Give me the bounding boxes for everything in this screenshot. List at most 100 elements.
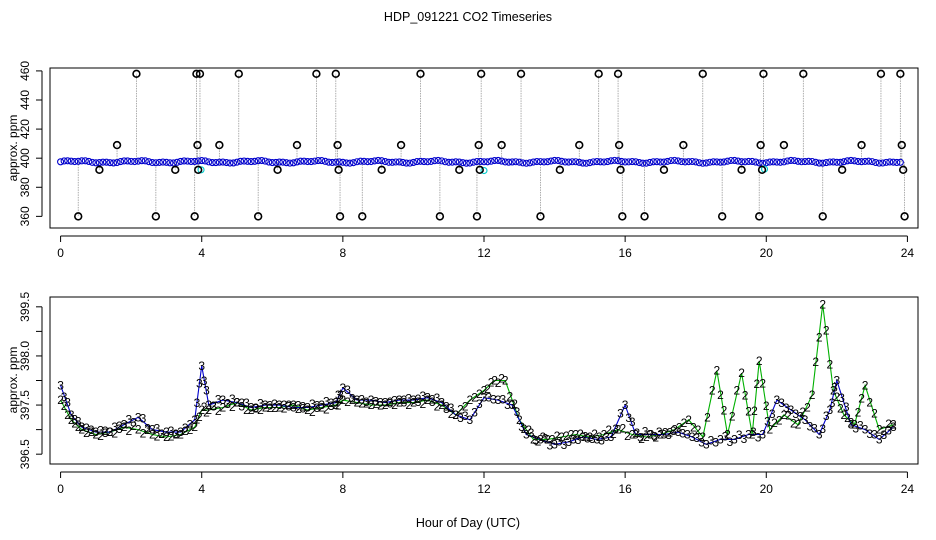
series-3-marker: 3	[547, 439, 554, 453]
baseline-point	[505, 158, 513, 166]
series-2-marker: 2	[401, 393, 408, 407]
series-2-marker: 2	[568, 428, 575, 442]
series-3-marker: 3	[144, 421, 151, 435]
baseline-point	[790, 157, 799, 165]
series-2-marker: 2	[354, 396, 361, 410]
series-2-marker: 2	[619, 421, 626, 435]
baseline-point	[646, 158, 654, 166]
outlier-point	[292, 140, 302, 150]
series-3-marker: 3	[579, 430, 586, 444]
series-2-marker: 2	[158, 427, 165, 441]
series-3-marker: 3	[57, 378, 64, 392]
baseline-point	[572, 158, 580, 166]
p1-x-tick-label: 0	[57, 246, 64, 260]
baseline-point	[265, 158, 273, 166]
series-3-marker: 3	[391, 393, 398, 407]
baseline-point	[755, 159, 763, 167]
series-3-marker: 3	[462, 409, 469, 423]
series-2-marker: 2	[690, 421, 697, 435]
series-2-marker: 2	[742, 389, 749, 403]
p2-y-tick-label: 398.0	[18, 341, 32, 371]
outlier-point	[358, 212, 367, 221]
series-3-marker: 3	[130, 416, 137, 430]
series-2-marker: 2	[116, 419, 123, 433]
series-3-marker: 3	[811, 422, 818, 436]
baseline-point	[540, 158, 548, 166]
series-2-marker: 2	[391, 398, 398, 412]
baseline-point	[829, 158, 837, 166]
top-panel-outlier-points	[74, 69, 909, 221]
series-3-marker: 3	[642, 425, 649, 439]
baseline-point	[469, 158, 477, 166]
baseline-point	[730, 156, 739, 165]
series-3-marker: 3	[276, 398, 283, 412]
series-3-marker: 3	[565, 435, 572, 449]
series-3-marker: 3	[203, 383, 210, 397]
baseline-point	[872, 158, 880, 167]
series-3-marker: 3	[778, 396, 785, 410]
baseline-point	[868, 158, 876, 166]
series-3-marker: 3	[689, 430, 696, 444]
series-2-marker: 2	[300, 399, 307, 413]
series-2-marker: 2	[563, 429, 570, 443]
bottom-panel-series-lines	[60, 304, 894, 445]
series-3-marker: 3	[745, 428, 752, 442]
series-3-marker: 3	[234, 396, 241, 410]
series-2-marker: 2	[851, 418, 858, 432]
baseline-point	[296, 157, 305, 165]
series-3-marker: 3	[107, 425, 114, 439]
baseline-point	[339, 158, 347, 166]
series-2-marker: 2	[610, 427, 617, 441]
series-3-marker: 3	[88, 423, 95, 437]
baseline-point	[808, 157, 816, 166]
baseline-point	[258, 157, 266, 165]
outlier-point	[614, 140, 624, 150]
baseline-point	[113, 158, 121, 167]
baseline-point	[667, 157, 675, 165]
series-3-marker: 3	[64, 396, 71, 410]
baseline-point	[639, 159, 647, 167]
series-2-marker: 2	[790, 416, 797, 430]
baseline-point	[833, 158, 841, 166]
baseline-point	[702, 159, 710, 167]
p2-x-tick-label: 12	[477, 482, 491, 496]
series-2-marker: 2	[434, 399, 441, 413]
series-3-marker: 3	[866, 427, 873, 441]
series-2-marker: 2	[558, 430, 565, 444]
series-2-marker: 2	[198, 403, 205, 417]
outlier-point	[273, 165, 282, 175]
series-2-marker: 2	[182, 424, 189, 438]
series-2-marker: 2	[467, 393, 474, 407]
outlier-point	[837, 165, 847, 175]
series-2-marker: 2	[187, 423, 194, 437]
baseline-point	[603, 158, 612, 166]
series-2-marker: 2	[763, 399, 770, 413]
baseline-point	[688, 157, 696, 166]
baseline-point	[709, 158, 717, 166]
series-2-marker: 2	[448, 407, 455, 421]
outlier-point	[455, 165, 464, 175]
series-2-marker: 2	[544, 432, 551, 446]
series-2-marker: 2	[596, 430, 603, 444]
series-2-marker: 2	[443, 400, 450, 414]
series-3-marker: 3	[499, 393, 506, 407]
top-panel: 0 4 8 12 16 20 24 360 380 400 420 440 460 approx. p…	[6, 61, 919, 260]
series-2-marker: 2	[196, 410, 203, 424]
series-3-marker: 3	[819, 422, 826, 436]
series-3-marker: 3	[802, 413, 809, 427]
series-3-marker: 3	[194, 396, 201, 410]
baseline-point	[621, 158, 629, 166]
baseline-point	[124, 157, 132, 165]
baseline-point	[85, 157, 93, 165]
baseline-point	[445, 158, 453, 166]
baseline-point	[455, 158, 463, 166]
series-3-marker: 3	[309, 397, 316, 411]
series-2-marker: 2	[424, 393, 431, 407]
baseline-point	[656, 158, 664, 166]
series-3-marker: 3	[300, 402, 307, 416]
p1-x-tick-label: 12	[477, 246, 491, 260]
series-2-marker: 2	[714, 364, 721, 378]
series-2-marker: 2	[751, 404, 758, 418]
baseline-point	[177, 157, 185, 165]
series-3-marker: 3	[518, 420, 525, 434]
